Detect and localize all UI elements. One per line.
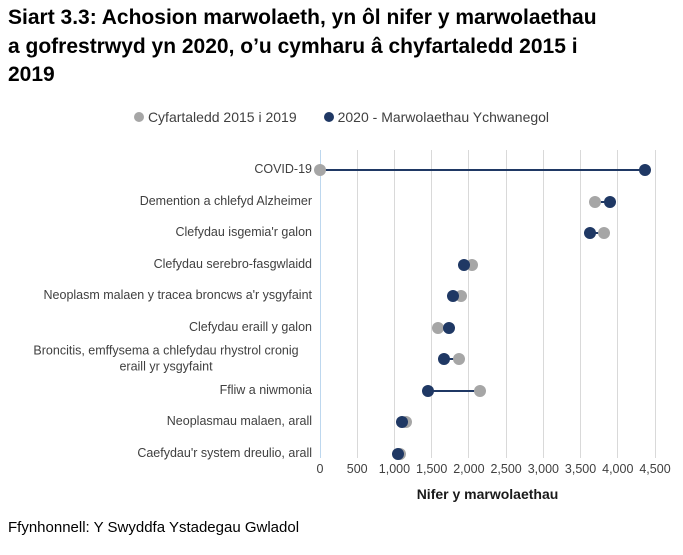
year2020-dot (604, 195, 617, 208)
average-dot (314, 164, 326, 176)
legend-label-average: Cyfartaledd 2015 i 2019 (147, 109, 297, 125)
gridline (356, 150, 358, 458)
x-tick-label: 0 (316, 462, 324, 476)
category-label: Ffliw a niwmonia (219, 383, 312, 398)
gridline (468, 150, 470, 458)
year2020-dot (442, 321, 455, 334)
year2020-dot (584, 227, 597, 240)
legend-label-2020: 2020 - Marwolaethau Ychwanegol (337, 109, 550, 125)
year2020-dot (437, 353, 450, 366)
category-label: COVID-19 (254, 162, 312, 177)
average-dot (598, 227, 611, 240)
gridline (431, 150, 433, 458)
dumbbell-connector (443, 358, 460, 361)
x-tick-label: 2,000 (453, 462, 485, 476)
year2020-dot (395, 416, 408, 429)
x-tick-label: 2,500 (490, 462, 522, 476)
category-label: Clefydau serebro-fasgwlaidd (153, 256, 312, 271)
x-tick-label: 500 (346, 462, 368, 476)
dumbbell-connector (590, 232, 605, 235)
source-note: Ffynhonnell: Y Swyddfa Ystadegau Gwladol (8, 519, 300, 536)
legend: Cyfartaledd 2015 i 2019 2020 - Marwolaet… (0, 109, 683, 125)
gridline (505, 150, 507, 458)
category-label: Clefydau eraill y galon (189, 319, 312, 334)
x-tick-label: 4,000 (602, 462, 634, 476)
gridline (654, 150, 656, 458)
category-label: Caefydau'r system dreulio, arall (137, 446, 312, 461)
average-dot (453, 353, 466, 366)
x-tick-label: 1,000 (378, 462, 411, 476)
category-label: Demention a chlefyd Alzheimer (139, 193, 312, 208)
year2020-series-dot-icon (323, 112, 334, 122)
gridline (617, 150, 619, 458)
gridline (542, 150, 544, 458)
chart-title: Siart 3.3: Achosion marwolaeth, yn ôl ni… (8, 6, 597, 87)
legend-item-2020: 2020 - Marwolaethau Ychwanegol (323, 109, 550, 125)
plot-area: 0 500 1,000 1,500 2,000 2,500 3,000 3,500 4,000 4… (0, 150, 683, 490)
gridline (393, 150, 395, 458)
dumbbell-connector (320, 169, 645, 171)
year2020-dot (446, 290, 459, 303)
category-label: Clefydau isgemia'r galon (175, 225, 313, 240)
average-dot (474, 384, 487, 397)
year2020-dot (392, 448, 405, 461)
x-tick-label: 3,500 (564, 462, 597, 476)
legend-item-average: Cyfartaledd 2015 i 2019 (133, 109, 297, 125)
x-tick-label: 1,500 (416, 462, 448, 476)
category-label: Neoplasm malaen y tracea broncws a'r ysg… (43, 288, 312, 303)
x-axis-title: Nifer y marwolaethau (416, 486, 559, 502)
dumbbell-connector (595, 200, 611, 203)
year2020-dot (457, 258, 470, 271)
dumbbell-connector (427, 389, 481, 392)
axis-zero-line (319, 150, 321, 458)
category-label: Broncitis, emffysema a chlefydau rhystro… (33, 343, 299, 374)
year2020-dot (421, 384, 434, 397)
average-dot (431, 321, 444, 334)
x-tick-label: 3,000 (527, 462, 559, 476)
year2020-dot (638, 164, 651, 176)
average-dot (589, 195, 602, 208)
average-series-dot-icon (133, 112, 144, 122)
category-label: Neoplasmau malaen, arall (166, 414, 312, 429)
gridline (580, 150, 582, 458)
x-tick-label: 4,500 (639, 462, 671, 476)
